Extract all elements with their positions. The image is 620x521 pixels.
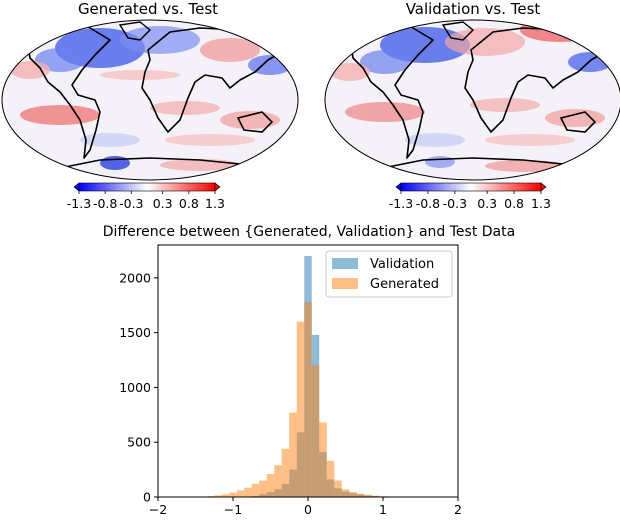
colorbar-tick-label: 0.3 [477, 196, 497, 211]
colorbar-tick-label: 0.8 [179, 196, 199, 211]
bar-generated [371, 495, 380, 497]
legend-swatch-generated [332, 278, 358, 289]
colorbar-tick-label: -1.3 [67, 196, 91, 211]
y-tick-label: 500 [127, 435, 151, 450]
bar-generated [319, 422, 327, 497]
bar-generated [326, 460, 335, 497]
colorbar-tick-label: -1.3 [389, 196, 413, 211]
colorbar-tick-label: -0.8 [416, 196, 440, 211]
colorbar-tick-label: -0.3 [443, 196, 467, 211]
bar-generated [251, 483, 260, 497]
map-title-generated: Generated vs. Test [78, 0, 218, 18]
legend-label-generated: Generated [370, 277, 439, 292]
colorbar-tick-label: 0.8 [504, 196, 524, 211]
bar-generated [221, 494, 230, 497]
series-generated-bars [206, 301, 395, 497]
x-tick-label: 2 [454, 502, 462, 517]
y-tick-label: 0 [143, 490, 151, 505]
x-tick-label: 1 [379, 502, 387, 517]
x-axis: −2 −1 0 1 2 [149, 497, 462, 517]
x-tick-label: 0 [304, 502, 312, 517]
colorbar-tick-label: 1.3 [531, 196, 551, 211]
histogram-title: Difference between {Generated, Validatio… [103, 224, 515, 240]
bar-generated [236, 490, 245, 497]
y-axis: 0 500 1000 1500 2000 [119, 270, 158, 505]
map-title-validation: Validation vs. Test [406, 0, 541, 18]
bar-generated [289, 412, 297, 497]
bar-generated [304, 301, 312, 497]
bar-generated [356, 493, 365, 497]
colorbar-generated: -1.3 -0.8 -0.3 0.3 0.8 1.3 [67, 182, 225, 211]
colorbar-tick-label: -0.8 [93, 196, 117, 211]
bar-generated [259, 480, 267, 497]
bar-generated [341, 489, 350, 497]
bar-generated [266, 473, 275, 497]
bar-generated [334, 480, 342, 497]
bar-generated [349, 492, 357, 497]
colorbar-tick-label: 1.3 [205, 196, 225, 211]
colorbar-tick-label: 0.3 [153, 196, 173, 211]
bar-generated [244, 487, 252, 497]
y-tick-label: 1500 [119, 325, 151, 340]
bar-generated [229, 492, 237, 497]
legend-label-validation: Validation [370, 257, 434, 272]
bar-generated [281, 448, 290, 497]
y-tick-label: 1000 [119, 380, 151, 395]
legend: Validation Generated [325, 250, 453, 298]
bar-generated [214, 495, 222, 497]
legend-swatch-validation [332, 258, 358, 269]
histogram: −2 −1 0 1 2 0 500 1000 1500 2000 Validation Gene… [119, 244, 462, 517]
map-validation [324, 19, 620, 181]
bar-generated [296, 321, 305, 497]
y-tick-label: 2000 [119, 270, 151, 285]
bar-generated [364, 494, 372, 497]
bar-generated [274, 465, 282, 497]
x-tick-label: −2 [149, 502, 167, 517]
map-generated [1, 19, 299, 181]
x-tick-label: −1 [224, 502, 242, 517]
bar-generated [311, 365, 320, 497]
colorbar-tick-label: -0.3 [119, 196, 143, 211]
colorbar-validation: -1.3 -0.8 -0.3 0.3 0.8 1.3 [389, 182, 551, 211]
